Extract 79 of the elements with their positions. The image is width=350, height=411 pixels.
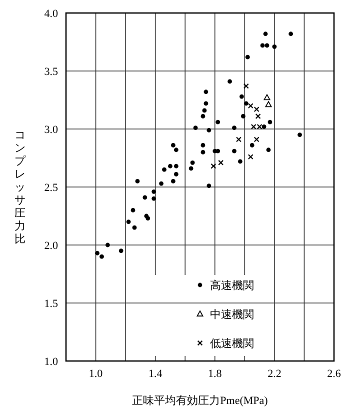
point bbox=[159, 181, 164, 186]
point bbox=[193, 126, 198, 130]
point bbox=[171, 143, 176, 148]
point bbox=[174, 172, 178, 176]
point bbox=[239, 94, 244, 99]
point bbox=[264, 94, 270, 100]
y-tick-label: 4.0 bbox=[44, 8, 58, 20]
point bbox=[254, 136, 260, 142]
point bbox=[263, 32, 268, 36]
point bbox=[256, 124, 262, 130]
point bbox=[272, 44, 277, 49]
point bbox=[204, 90, 208, 94]
point bbox=[298, 132, 302, 137]
point bbox=[204, 101, 208, 106]
point bbox=[174, 164, 178, 168]
point bbox=[268, 120, 272, 124]
y-tick-label: 1.5 bbox=[44, 298, 58, 310]
legend-label: 低速機関 bbox=[210, 337, 254, 350]
point bbox=[238, 159, 242, 164]
point bbox=[188, 166, 194, 171]
point bbox=[240, 114, 246, 118]
point bbox=[126, 220, 131, 224]
x-tick-label: 1.4 bbox=[148, 368, 163, 380]
x-tick-label: 1.0 bbox=[88, 368, 104, 380]
point bbox=[105, 242, 110, 248]
point bbox=[200, 143, 206, 148]
legend-label: 高速機関 bbox=[210, 279, 254, 292]
point bbox=[168, 164, 172, 168]
point bbox=[250, 143, 254, 148]
x-tick-label: 2.2 bbox=[268, 368, 282, 380]
point bbox=[146, 216, 150, 221]
y-tick-label: 1.0 bbox=[44, 356, 58, 368]
y-tick-label: 3.5 bbox=[44, 66, 58, 78]
point bbox=[152, 189, 156, 194]
point bbox=[216, 148, 220, 154]
x-tick-label: 1.8 bbox=[208, 368, 222, 380]
point bbox=[243, 83, 249, 89]
point bbox=[100, 254, 104, 259]
point bbox=[288, 32, 294, 36]
point bbox=[200, 114, 206, 118]
point bbox=[132, 225, 137, 230]
point bbox=[265, 101, 272, 108]
point bbox=[95, 250, 100, 256]
point bbox=[200, 150, 206, 154]
point bbox=[264, 43, 270, 48]
point bbox=[218, 160, 224, 166]
point bbox=[216, 120, 220, 124]
point bbox=[152, 196, 156, 201]
point bbox=[202, 108, 207, 113]
y-tick-label: 2.0 bbox=[44, 240, 58, 252]
point bbox=[244, 101, 248, 106]
y-tick-label: 3.0 bbox=[44, 124, 58, 136]
y-tick-label: 2.5 bbox=[44, 182, 58, 194]
point bbox=[118, 248, 124, 253]
point bbox=[232, 126, 236, 130]
x-axis-title: 正味平均有効圧力Pme(MPa) bbox=[132, 394, 268, 407]
legend-label: 中速機関 bbox=[210, 308, 254, 321]
point bbox=[171, 179, 176, 184]
text: コンプレッサ圧力比 bbox=[14, 130, 26, 246]
point bbox=[266, 148, 271, 152]
point bbox=[162, 167, 166, 172]
point bbox=[262, 124, 266, 129]
point bbox=[135, 179, 140, 184]
point bbox=[245, 54, 250, 60]
point bbox=[232, 148, 236, 154]
point bbox=[190, 160, 195, 165]
point bbox=[210, 163, 216, 169]
point bbox=[206, 184, 212, 188]
point bbox=[250, 124, 256, 130]
point bbox=[248, 154, 254, 160]
point bbox=[130, 208, 136, 212]
point bbox=[206, 128, 212, 132]
x-tick-label: 2.6 bbox=[327, 368, 342, 380]
point bbox=[260, 43, 265, 48]
point bbox=[142, 195, 148, 200]
point bbox=[236, 136, 242, 142]
point bbox=[228, 79, 232, 84]
point bbox=[248, 103, 254, 109]
point bbox=[174, 148, 178, 152]
